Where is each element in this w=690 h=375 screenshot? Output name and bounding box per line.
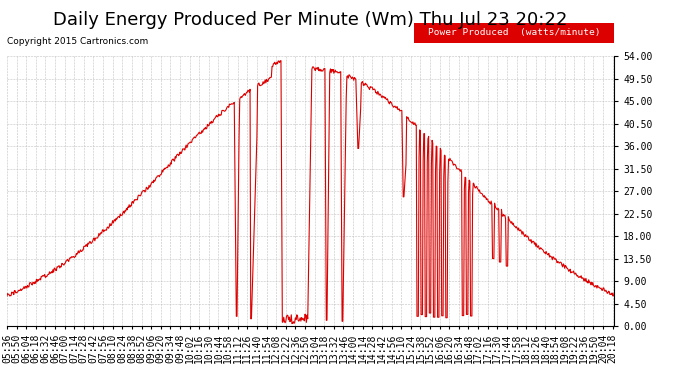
Text: Power Produced  (watts/minute): Power Produced (watts/minute) (428, 28, 600, 38)
Text: Daily Energy Produced Per Minute (Wm) Thu Jul 23 20:22: Daily Energy Produced Per Minute (Wm) Th… (53, 11, 568, 29)
Text: Copyright 2015 Cartronics.com: Copyright 2015 Cartronics.com (7, 38, 148, 46)
